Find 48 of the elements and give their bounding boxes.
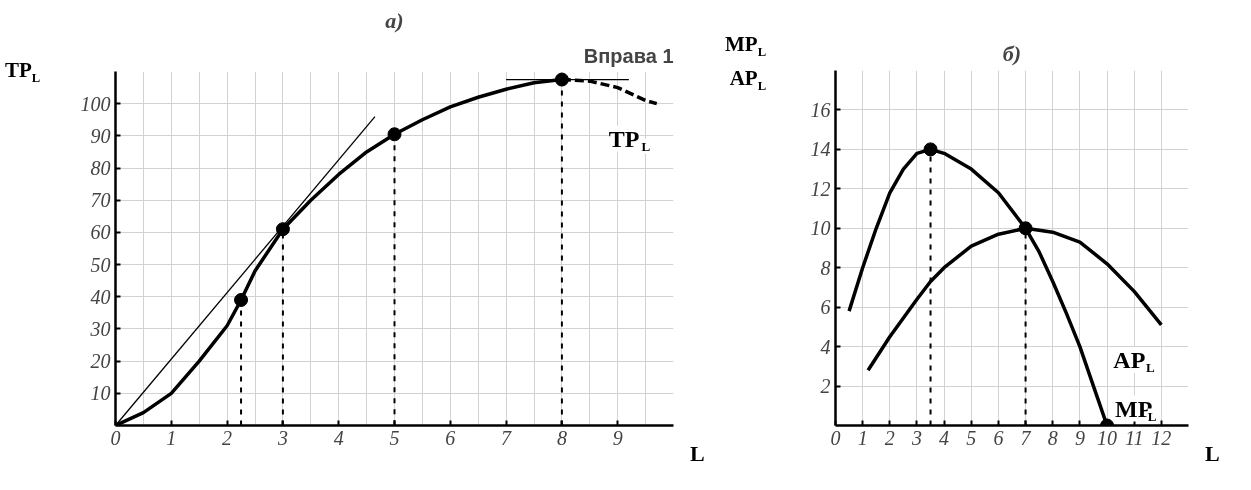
x-tick-label: 4 (939, 426, 950, 449)
x-tick-label: 5 (966, 426, 977, 449)
y-tick-label: 100 (80, 92, 111, 115)
x-tick-label: 7 (1020, 426, 1032, 449)
x-tick-label: 8 (1047, 426, 1058, 449)
x-tick-label: 1 (166, 426, 177, 449)
y-tick-label: 8 (820, 256, 831, 279)
x-tick-label: 9 (1074, 426, 1085, 449)
x-tick-label: 5 (389, 426, 400, 449)
x-axis-title: L (1205, 440, 1220, 468)
y-tick-label: 14 (810, 138, 831, 161)
x-tick-label: 6 (993, 426, 1004, 449)
y-tick-label: 10 (810, 217, 831, 240)
y-tick-label: 10 (90, 382, 111, 405)
x-tick-label: 9 (612, 426, 623, 449)
x-tick-label: 11 (1124, 426, 1144, 449)
x-tick-label: 8 (556, 426, 567, 449)
x-tick-label: 0 (830, 426, 841, 449)
y-tick-label: 6 (820, 296, 831, 319)
x-tick-label: 4 (333, 426, 344, 449)
y-axis-title: MP$_{L}$ AP$_{L}$ (725, 31, 767, 96)
y-tick-label: 80 (90, 157, 111, 180)
y-tick-label: 12 (810, 177, 831, 200)
y-tick-label: 60 (90, 221, 111, 244)
chart-title: а) (385, 7, 404, 33)
text: Вправа 1 (583, 44, 674, 67)
x-tick-label: 2 (222, 426, 233, 449)
y-tick-label: 20 (90, 350, 111, 373)
x-tick-label: 7 (501, 426, 513, 449)
y-tick-label: 2 (820, 375, 831, 398)
x-axis-title: L (690, 440, 705, 468)
y-tick-label: 40 (90, 285, 111, 308)
x-tick-label: 1 (857, 426, 868, 449)
chart-title: б) (1002, 40, 1022, 66)
x-tick-label: 2 (884, 426, 895, 449)
y-tick-label: 30 (89, 317, 111, 340)
y-axis-title: TP$_{L}$ (5, 57, 41, 88)
x-tick-label: 0 (110, 426, 121, 449)
x-tick-label: 3 (276, 426, 288, 449)
y-tick-label: 70 (90, 189, 111, 212)
y-tick-label: 90 (90, 124, 111, 147)
x-tick-label: 10 (1097, 426, 1118, 449)
y-tick-label: 16 (810, 98, 831, 121)
y-tick-label: 50 (90, 253, 111, 276)
x-tick-label: 12 (1151, 426, 1172, 449)
x-tick-label: 3 (910, 426, 922, 449)
x-tick-label: 6 (445, 426, 456, 449)
y-tick-label: 4 (820, 335, 831, 358)
